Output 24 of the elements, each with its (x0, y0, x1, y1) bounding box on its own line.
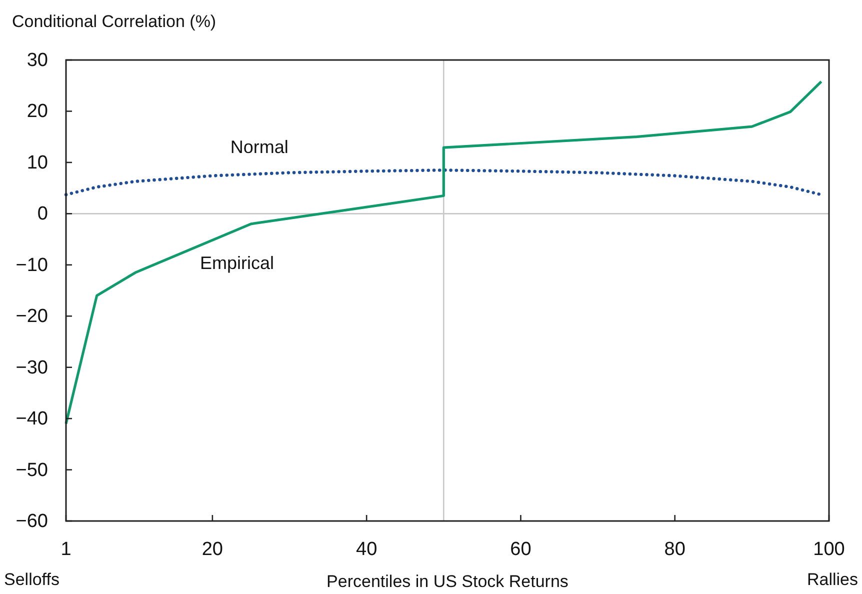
x-axis-title: Percentiles in US Stock Returns (326, 572, 568, 591)
x-tick-label: 40 (356, 539, 378, 560)
y-tick-label: −10 (16, 254, 48, 276)
y-tick-label: 0 (37, 204, 48, 225)
y-tick-label: −30 (16, 357, 48, 378)
line-series (64, 168, 823, 196)
text: Selloffs (4, 570, 60, 589)
y-tick-label: 10 (26, 152, 48, 174)
x-tick-label: 80 (664, 539, 686, 560)
y-tick-label: 30 (26, 50, 48, 71)
y-tick-label: −50 (16, 460, 48, 481)
y-tick-label: 20 (26, 101, 48, 122)
y-axis-title: Conditional Correlation (%) (12, 12, 216, 31)
line-series (64, 80, 823, 425)
x-tick-label: 100 (813, 539, 845, 560)
x-tick-label: 1 (60, 539, 72, 560)
y-tick-label: −40 (16, 408, 48, 430)
x-tick-label: 20 (202, 539, 224, 560)
y-tick-label: −60 (16, 511, 48, 532)
series-label: Normal (230, 136, 288, 157)
y-tick-label: −20 (16, 306, 48, 328)
series-label: Empirical (200, 252, 274, 273)
text: Rallies (806, 570, 858, 589)
x-tick-label: 60 (510, 539, 532, 560)
